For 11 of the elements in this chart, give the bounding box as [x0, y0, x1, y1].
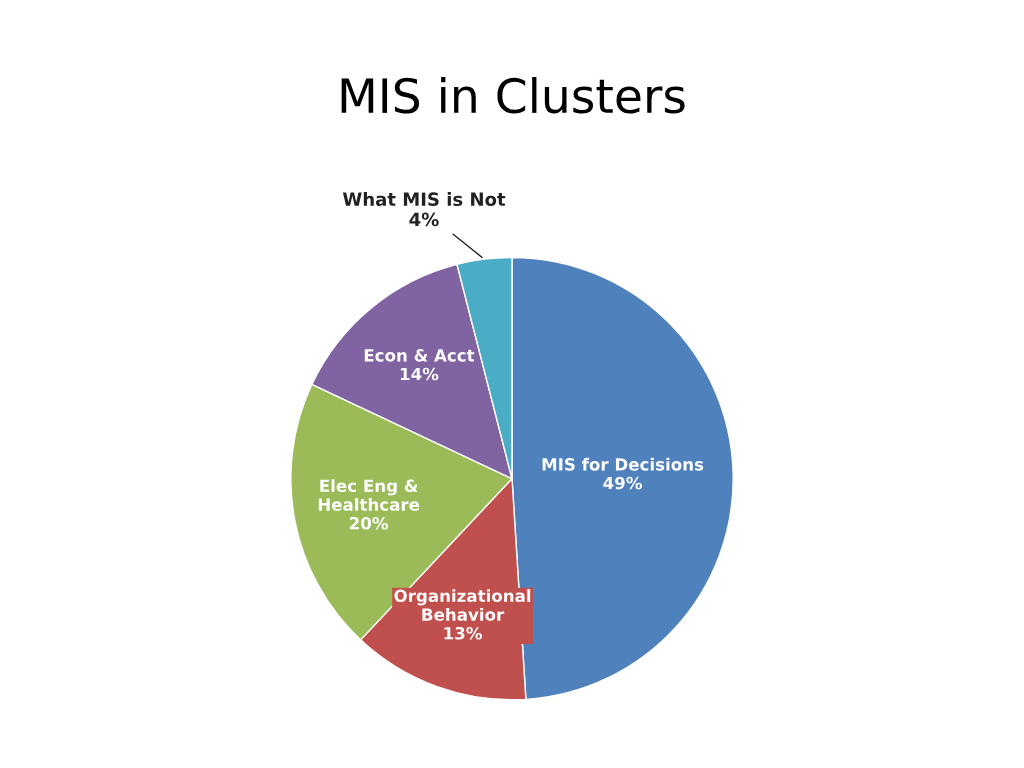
- chart-title: MIS in Clusters: [341, 76, 685, 114]
- data-label: 13%: [444, 626, 482, 640]
- data-label: 14%: [400, 367, 439, 381]
- data-label: 4%: [409, 212, 439, 227]
- slice-label: Elec Eng & Healthcare: [318, 479, 420, 511]
- slice-label: Econ & Acct: [364, 349, 475, 362]
- data-label: 49%: [603, 476, 642, 490]
- slice-label: Organizational Behavior: [394, 589, 531, 621]
- data-label: 20%: [349, 516, 389, 530]
- slice-label: MIS for Decisions: [542, 457, 704, 471]
- slice-label: What MIS is Not: [342, 192, 506, 207]
